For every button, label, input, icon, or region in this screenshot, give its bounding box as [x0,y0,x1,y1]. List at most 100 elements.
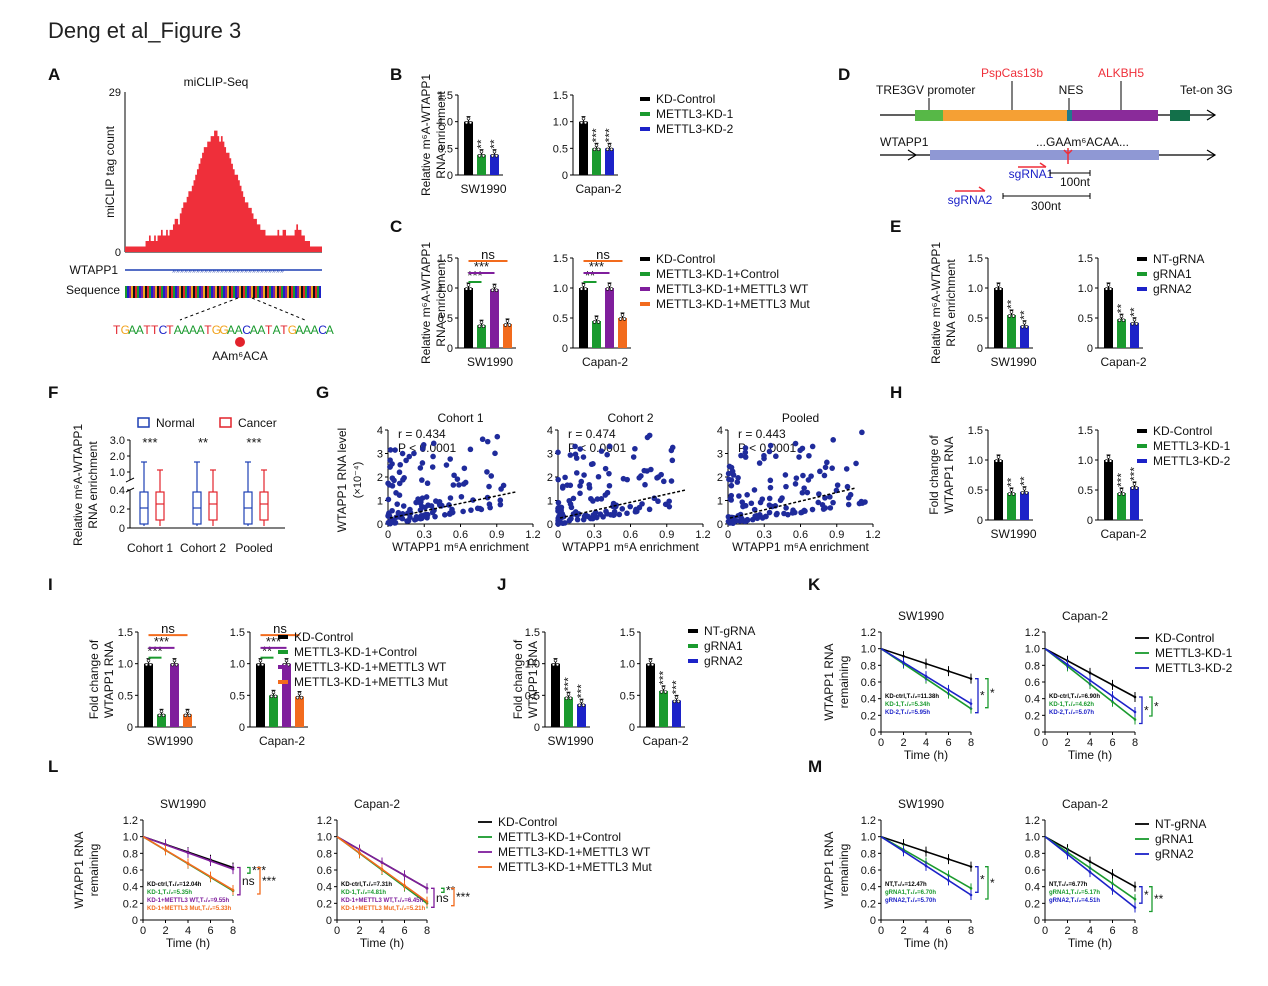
scatter-point [399,450,406,457]
sequence-band [267,286,269,298]
x-tick-label: 0 [334,925,340,937]
scatter-point [451,472,457,479]
bar [464,288,473,348]
sequence-band [179,286,181,298]
scatter-point [773,511,780,518]
data-point [605,147,610,152]
data-point [1066,853,1069,856]
scatter-point [728,482,735,489]
significance-stars: *** [590,128,604,142]
scatter-point [844,483,851,490]
scatter-point [806,452,812,459]
y-tick-label: 1.0 [118,659,133,671]
x-tick-label: 0.9 [659,529,674,541]
legend-entry: Cancer [238,416,277,430]
bar [1007,315,1016,348]
data-point [490,288,495,292]
panel-letter: L [48,757,58,776]
y-tick-label: 2 [377,472,383,484]
sequence-band [301,286,303,298]
legend-swatch [1137,459,1147,463]
y-tick-label: 1.0 [123,832,138,844]
group-label: Capan-2 [259,734,305,748]
x-tick-label: 4 [379,925,385,937]
sequence-band [249,286,251,298]
data-point [674,695,679,700]
data-point [609,147,614,152]
legend-entry: KD-Control [294,630,353,644]
legend-entry: KD-Control [656,252,715,266]
y-tick-label: 0 [127,722,133,734]
significance-stars: * [980,689,985,703]
significance-stars: ** [1154,892,1164,906]
group-label: SW1990 [147,734,193,748]
scatter-point [655,498,661,505]
data-point [994,459,999,463]
scatter-point [730,520,736,527]
scatter-point [559,485,566,491]
scatter-point [387,447,394,453]
y-tick-label: 1.5 [1078,425,1093,437]
legend-swatch [640,302,650,306]
significance-stars: ** [1005,477,1019,487]
sequence-band [175,286,177,298]
y-axis-label: Relative m⁶A-WTAPP1 [929,242,943,364]
scatter-point [460,508,466,515]
legend-swatch [688,644,698,648]
scatter-point [581,472,587,478]
legend-entry: gRNA1 [1155,832,1194,846]
significance-stars: * [1144,888,1149,902]
legend-entry: METTL3-KD-1+METTL3 Mut [656,297,810,311]
transcript-box [930,150,1159,160]
sequence-band [205,286,207,298]
y-tick-label: 0 [1087,515,1093,527]
scatter-point [400,476,406,483]
legend-entry: METTL3-KD-1+Control [294,645,417,659]
scatter-point [822,495,828,501]
scatter-point [730,472,737,478]
y-tick-label: 0.6 [1025,677,1040,689]
sequence-band [309,286,311,298]
y-tick-label: 0.6 [1025,865,1040,877]
construct-label: TRE3GV promoter [876,83,975,97]
correlation-r: r = 0.434 [398,427,446,441]
bar [605,288,614,348]
bar [1020,325,1029,348]
bar [282,663,291,727]
y-axis-label: WTAPP1 RNA level [335,428,349,532]
legend-swatch [278,680,288,684]
strand-arrow: » [192,268,196,275]
sequence-band [273,286,275,298]
y-tick-label: 1.5 [525,627,540,639]
scatter-point [658,471,664,478]
y-axis-label: WTAPP1 RNA [822,643,836,720]
half-life-label: KD-1+METTL3 WT,T₁/₂=9.55h [147,898,229,904]
significance-stars: ns [436,891,449,905]
strand-arrow: » [172,268,176,275]
distance-label: 300nt [1031,199,1062,213]
scatter-point [419,495,426,501]
significance-stars: *** [142,435,157,450]
data-point [466,283,471,287]
y-tick-label: 0.2 [1025,710,1040,722]
bar [477,325,486,348]
sequence-band [187,286,189,298]
legend-swatch [688,629,698,633]
strand-arrow: » [236,268,240,275]
data-point [144,662,149,667]
data-point [148,662,153,667]
data-point [481,324,486,328]
x-tick-label: 8 [968,925,974,937]
scatter-point [666,503,673,510]
data-point [605,287,610,291]
significance-stars: ** [1115,304,1129,314]
significance-stars: ** [488,139,502,149]
nucleotide: G [219,323,228,337]
y-tick-label: 1.0 [553,117,568,129]
data-point [1024,325,1029,329]
sequence-band [225,286,227,298]
data-point [164,848,167,852]
y-tick-label: 1.0 [317,832,332,844]
data-point [466,116,471,121]
promoter-box [915,110,943,121]
